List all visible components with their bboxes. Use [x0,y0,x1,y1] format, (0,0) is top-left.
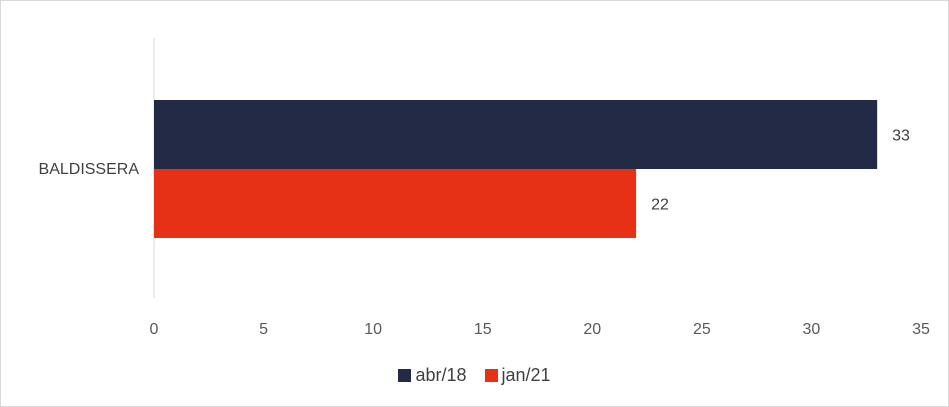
legend-label-jan21: jan/21 [501,365,551,385]
legend-item-jan21: jan/21 [484,365,551,386]
x-tick-label: 5 [259,321,268,338]
data-label-jan21: 22 [651,197,669,214]
category-label: BALDISSERA [39,161,140,178]
x-tick-label: 0 [150,321,159,338]
x-tick-label: 15 [474,321,492,338]
legend-item-abr18: abr/18 [398,365,467,386]
x-axis-ticks: 0 5 10 15 20 25 30 35 [150,321,930,338]
legend-swatch-jan21 [484,369,498,382]
bar-abr18 [154,100,878,169]
x-tick-label: 25 [693,321,711,338]
x-tick-label: 10 [364,321,382,338]
x-tick-label: 20 [583,321,601,338]
legend-swatch-abr18 [398,369,412,382]
x-tick-label: 35 [912,321,930,338]
data-label-abr18: 33 [892,128,910,145]
bar-jan21 [154,169,637,238]
x-tick-label: 30 [803,321,821,338]
legend: abr/18 jan/21 [0,365,949,386]
legend-label-abr18: abr/18 [415,365,467,385]
